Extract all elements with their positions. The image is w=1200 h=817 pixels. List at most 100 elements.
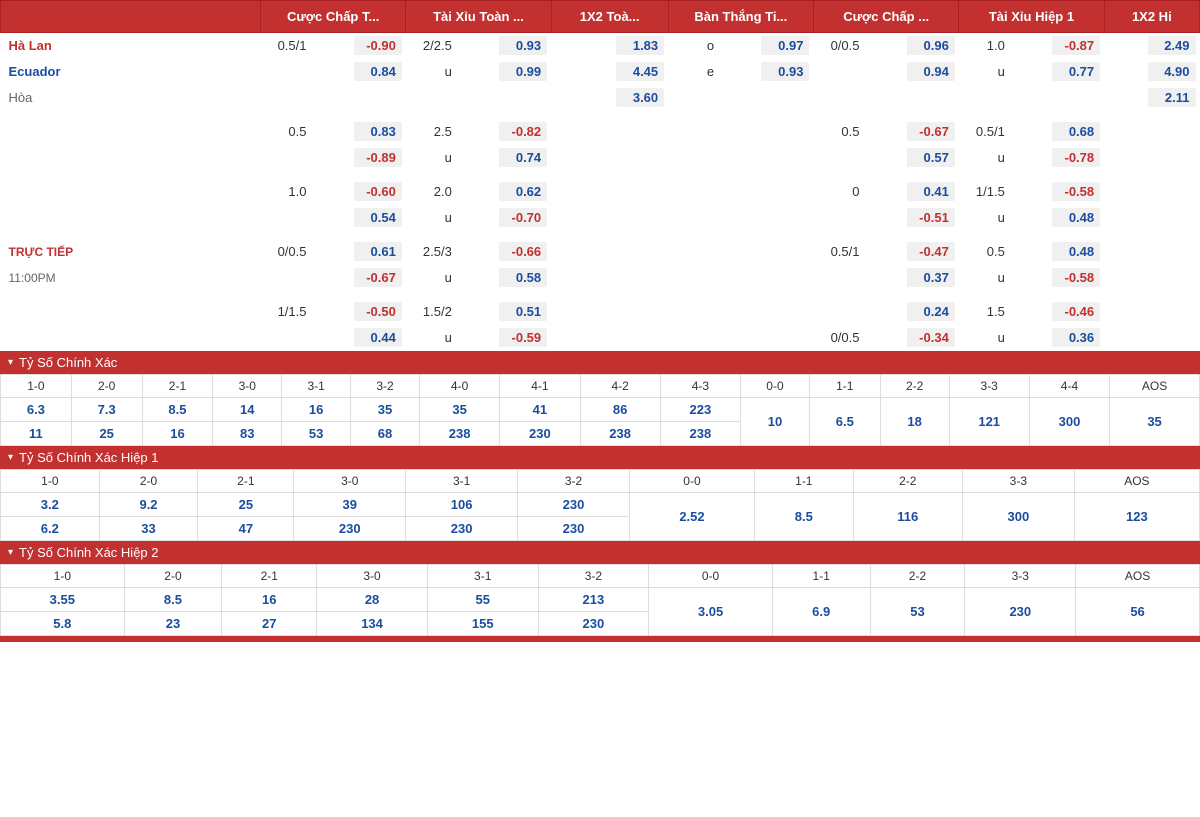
score-odds[interactable]: 27	[222, 611, 317, 635]
score-odds[interactable]: 47	[198, 516, 294, 540]
score-odds[interactable]: 3.55	[1, 587, 125, 611]
score-odds[interactable]: 16	[282, 397, 351, 421]
score-odds[interactable]: 300	[1029, 397, 1109, 445]
odds-value[interactable]: 0.93	[761, 62, 809, 81]
odds-value[interactable]: -0.60	[354, 182, 402, 201]
score-odds[interactable]: 28	[317, 587, 428, 611]
odds-value[interactable]: 0.57	[907, 148, 955, 167]
odds-value[interactable]: 4.45	[616, 62, 664, 81]
odds-value[interactable]: 0.99	[499, 62, 547, 81]
score-odds[interactable]: 35	[419, 397, 499, 421]
odds-value[interactable]: 2.49	[1148, 36, 1196, 55]
header-ou-h1[interactable]: Tài Xỉu Hiệp 1	[959, 1, 1104, 33]
section-header-h1[interactable]: ▾ Tỷ Số Chính Xác Hiệp 1	[0, 446, 1200, 469]
score-odds[interactable]: 230	[538, 611, 649, 635]
header-hdp-ft[interactable]: Cược Chấp T...	[261, 1, 406, 33]
score-odds[interactable]: 213	[538, 587, 649, 611]
score-odds[interactable]: 68	[351, 421, 420, 445]
odds-value[interactable]: 2.11	[1148, 88, 1196, 107]
header-oe[interactable]: Bàn Thắng Ti...	[668, 1, 813, 33]
score-odds[interactable]: 230	[518, 492, 630, 516]
odds-value[interactable]: -0.47	[907, 242, 955, 261]
score-odds[interactable]: 223	[660, 397, 740, 421]
odds-value[interactable]: -0.67	[907, 122, 955, 141]
odds-value[interactable]: 0.83	[354, 122, 402, 141]
odds-value[interactable]: 0.74	[499, 148, 547, 167]
score-odds[interactable]: 16	[222, 587, 317, 611]
score-odds[interactable]: 56	[1076, 587, 1200, 635]
score-odds[interactable]: 39	[294, 492, 406, 516]
score-odds[interactable]: 230	[406, 516, 518, 540]
odds-value[interactable]: 0.68	[1052, 122, 1100, 141]
odds-value[interactable]: -0.58	[1052, 268, 1100, 287]
score-odds[interactable]: 3.2	[1, 492, 100, 516]
score-odds[interactable]: 230	[965, 587, 1076, 635]
score-odds[interactable]: 6.5	[809, 397, 880, 445]
odds-value[interactable]: 0.62	[499, 182, 547, 201]
odds-value[interactable]: 0.48	[1052, 208, 1100, 227]
score-odds[interactable]: 35	[351, 397, 420, 421]
odds-value[interactable]: -0.34	[907, 328, 955, 347]
score-odds[interactable]: 10	[741, 397, 810, 445]
odds-value[interactable]: -0.50	[354, 302, 402, 321]
score-odds[interactable]: 11	[1, 421, 72, 445]
odds-value[interactable]: 0.24	[907, 302, 955, 321]
score-odds[interactable]: 53	[282, 421, 351, 445]
score-odds[interactable]: 121	[949, 397, 1029, 445]
score-odds[interactable]: 25	[71, 421, 142, 445]
odds-value[interactable]: 3.60	[616, 88, 664, 107]
odds-value[interactable]: -0.70	[499, 208, 547, 227]
header-1x2-ft[interactable]: 1X2 Toà...	[551, 1, 668, 33]
score-odds[interactable]: 6.9	[772, 587, 870, 635]
score-odds[interactable]: 6.3	[1, 397, 72, 421]
score-odds[interactable]: 14	[213, 397, 282, 421]
odds-value[interactable]: 0.97	[761, 36, 809, 55]
score-odds[interactable]: 5.8	[1, 611, 125, 635]
score-odds[interactable]: 8.5	[124, 587, 222, 611]
score-odds[interactable]: 134	[317, 611, 428, 635]
score-odds[interactable]: 33	[99, 516, 198, 540]
odds-value[interactable]: 0.77	[1052, 62, 1100, 81]
odds-value[interactable]: -0.78	[1052, 148, 1100, 167]
score-odds[interactable]: 53	[870, 587, 965, 635]
score-odds[interactable]: 230	[518, 516, 630, 540]
score-odds[interactable]: 86	[580, 397, 660, 421]
score-odds[interactable]: 300	[962, 492, 1074, 540]
score-odds[interactable]: 35	[1110, 397, 1200, 445]
odds-value[interactable]: -0.59	[499, 328, 547, 347]
odds-value[interactable]: 0.61	[354, 242, 402, 261]
odds-value[interactable]: 0.94	[907, 62, 955, 81]
score-odds[interactable]: 116	[853, 492, 962, 540]
score-odds[interactable]: 7.3	[71, 397, 142, 421]
score-odds[interactable]: 238	[580, 421, 660, 445]
odds-value[interactable]: -0.89	[354, 148, 402, 167]
odds-value[interactable]: 0.96	[907, 36, 955, 55]
odds-value[interactable]: -0.90	[354, 36, 402, 55]
odds-value[interactable]: 0.36	[1052, 328, 1100, 347]
section-header-h2[interactable]: ▾ Tỷ Số Chính Xác Hiệp 2	[0, 541, 1200, 564]
score-odds[interactable]: 238	[660, 421, 740, 445]
odds-value[interactable]: 1.83	[616, 36, 664, 55]
score-odds[interactable]: 123	[1074, 492, 1199, 540]
score-odds[interactable]: 25	[198, 492, 294, 516]
score-odds[interactable]: 8.5	[754, 492, 853, 540]
odds-value[interactable]: -0.67	[354, 268, 402, 287]
score-odds[interactable]: 41	[500, 397, 580, 421]
score-odds[interactable]: 8.5	[142, 397, 213, 421]
odds-value[interactable]: 0.93	[499, 36, 547, 55]
odds-value[interactable]: -0.51	[907, 208, 955, 227]
header-hdp-h1[interactable]: Cược Chấp ...	[813, 1, 958, 33]
odds-value[interactable]: 0.37	[907, 268, 955, 287]
odds-value[interactable]: -0.58	[1052, 182, 1100, 201]
odds-value[interactable]: 0.44	[354, 328, 402, 347]
score-odds[interactable]: 16	[142, 421, 213, 445]
score-odds[interactable]: 3.05	[649, 587, 773, 635]
score-odds[interactable]: 238	[419, 421, 499, 445]
odds-value[interactable]: -0.46	[1052, 302, 1100, 321]
odds-value[interactable]: 4.90	[1148, 62, 1196, 81]
odds-value[interactable]: 0.48	[1052, 242, 1100, 261]
score-odds[interactable]: 155	[427, 611, 538, 635]
score-odds[interactable]: 6.2	[1, 516, 100, 540]
score-odds[interactable]: 2.52	[629, 492, 754, 540]
odds-value[interactable]: -0.87	[1052, 36, 1100, 55]
